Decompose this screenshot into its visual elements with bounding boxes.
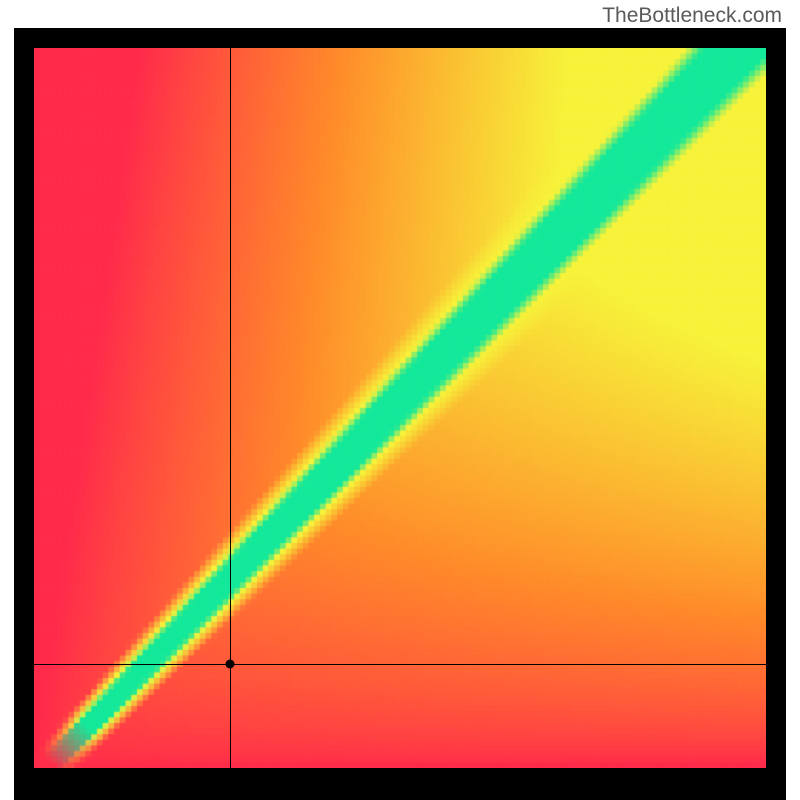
plot-area xyxy=(34,48,766,768)
chart-frame xyxy=(14,28,786,800)
marker-dot xyxy=(226,659,235,668)
crosshair-horizontal xyxy=(34,664,766,665)
heatmap-canvas xyxy=(34,48,766,768)
watermark-text: TheBottleneck.com xyxy=(602,4,782,28)
